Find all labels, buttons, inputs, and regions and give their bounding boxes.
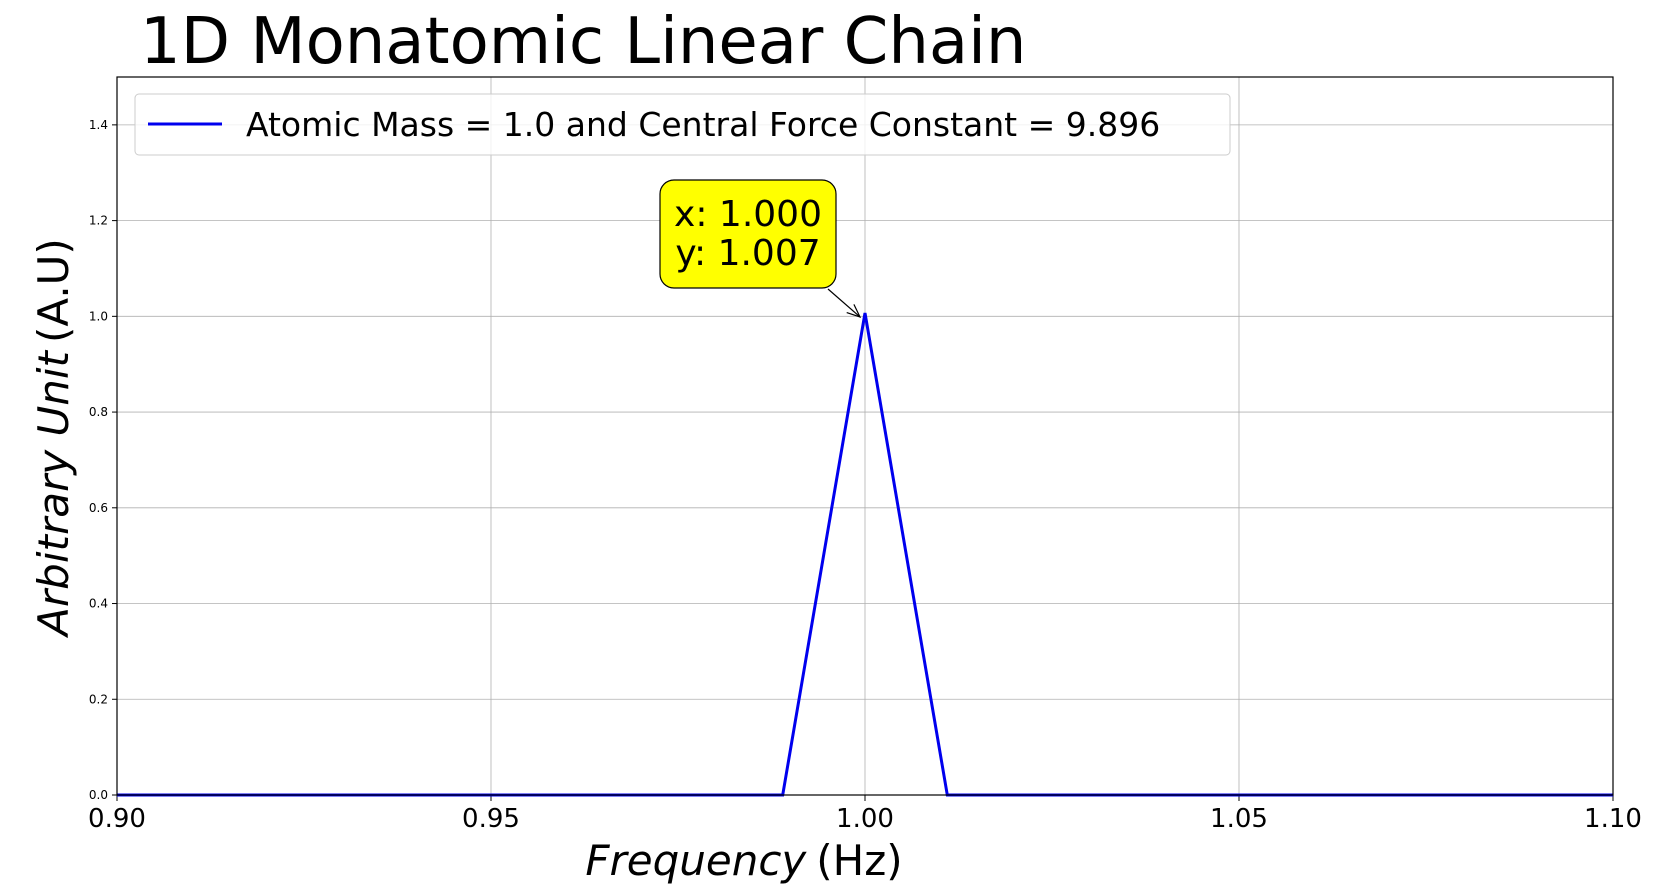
x-tick-label: 0.95	[462, 804, 520, 834]
y-tick-label: 1.0	[89, 309, 108, 323]
y-tick-label: 0.8	[89, 405, 108, 419]
y-tick-label: 0.2	[89, 692, 108, 706]
annotation-box	[659, 179, 837, 289]
x-axis-label: Frequency (Hz)	[585, 836, 902, 885]
annotation-arrow	[827, 288, 861, 318]
x-axis-ticks: 0.90 0.95 1.00 1.05 1.10	[88, 795, 1642, 834]
y-axis-ticks: 0.0 0.2 0.4 0.6 0.8 1.0 1.2 1.4	[89, 118, 117, 802]
y-tick-label: 0.6	[89, 501, 108, 515]
y-tick-label: 1.2	[89, 214, 108, 228]
chart-title: 1D Monatomic Linear Chain	[140, 5, 1026, 79]
y-axis-label: Arbitrary Unit(A.U)	[29, 238, 78, 639]
annotation-arrowhead	[846, 304, 862, 319]
legend: Atomic Mass = 1.0 and Central Force Cons…	[134, 93, 1231, 156]
y-tick-label: 0.4	[89, 597, 108, 611]
annotation-x-text: x: 1.000	[674, 194, 822, 235]
x-tick-label: 1.10	[1584, 804, 1642, 834]
y-tick-label: 1.4	[89, 118, 108, 132]
x-tick-label: 1.05	[1210, 804, 1268, 834]
x-tick-label: 0.90	[88, 804, 146, 834]
legend-box	[134, 93, 1231, 156]
x-tick-label: 1.00	[836, 804, 894, 834]
peak-annotation: x: 1.000 y: 1.007	[659, 179, 862, 319]
y-tick-label: 0.0	[89, 788, 108, 802]
plot-frame	[116, 76, 1614, 796]
grid	[116, 77, 1614, 796]
annotation-y-text: y: 1.007	[675, 233, 820, 274]
legend-label: Atomic Mass = 1.0 and Central Force Cons…	[246, 105, 1160, 144]
